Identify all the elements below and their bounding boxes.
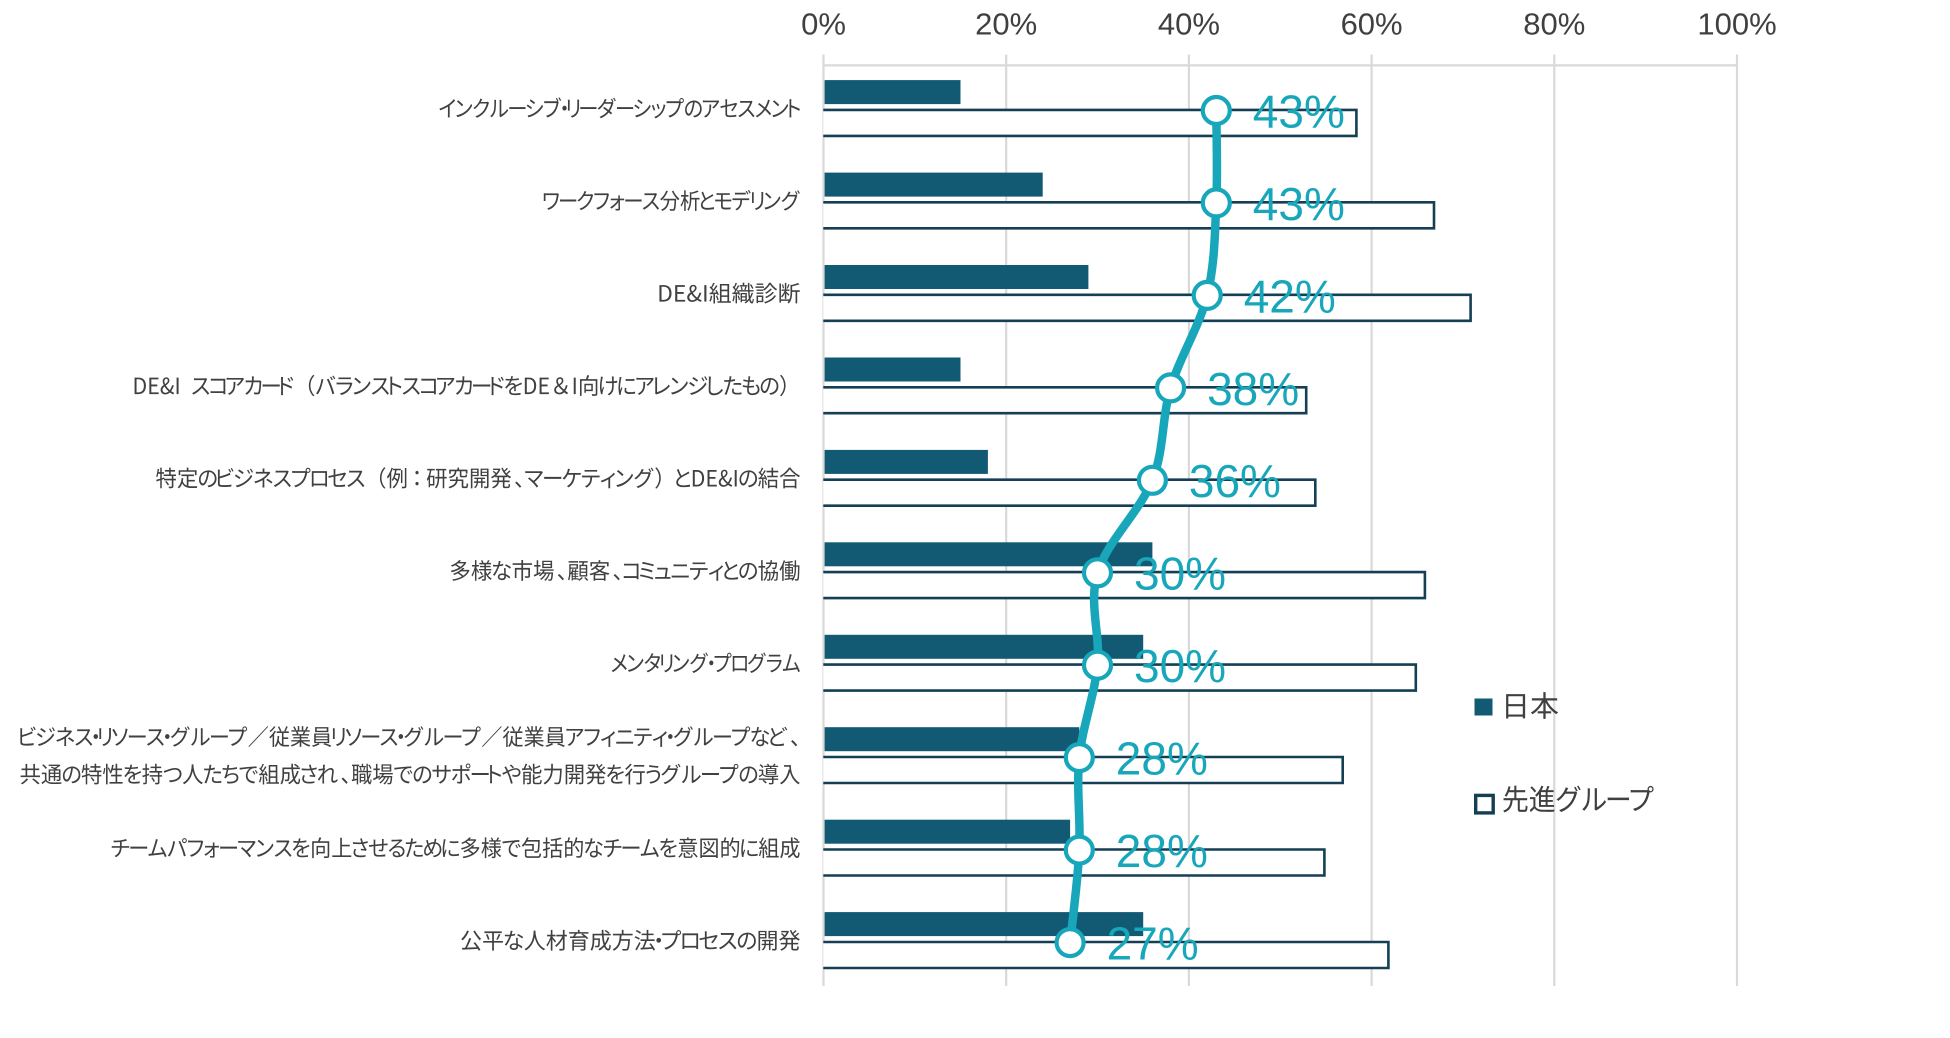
svg-text:28%: 28% bbox=[1116, 825, 1208, 877]
svg-text:60%: 60% bbox=[1341, 7, 1403, 42]
svg-text:43%: 43% bbox=[1253, 178, 1345, 230]
svg-text:40%: 40% bbox=[1158, 7, 1220, 42]
svg-text:28%: 28% bbox=[1116, 733, 1208, 785]
svg-text:30%: 30% bbox=[1134, 640, 1226, 692]
svg-text:38%: 38% bbox=[1207, 363, 1299, 415]
svg-text:80%: 80% bbox=[1523, 7, 1585, 42]
svg-text:0%: 0% bbox=[801, 7, 846, 42]
svg-text:42%: 42% bbox=[1244, 270, 1336, 322]
svg-text:36%: 36% bbox=[1189, 455, 1281, 507]
svg-text:20%: 20% bbox=[975, 7, 1037, 42]
svg-text:27%: 27% bbox=[1107, 918, 1199, 970]
svg-text:30%: 30% bbox=[1134, 548, 1226, 600]
svg-text:43%: 43% bbox=[1253, 85, 1345, 137]
svg-text:100%: 100% bbox=[1697, 7, 1776, 42]
